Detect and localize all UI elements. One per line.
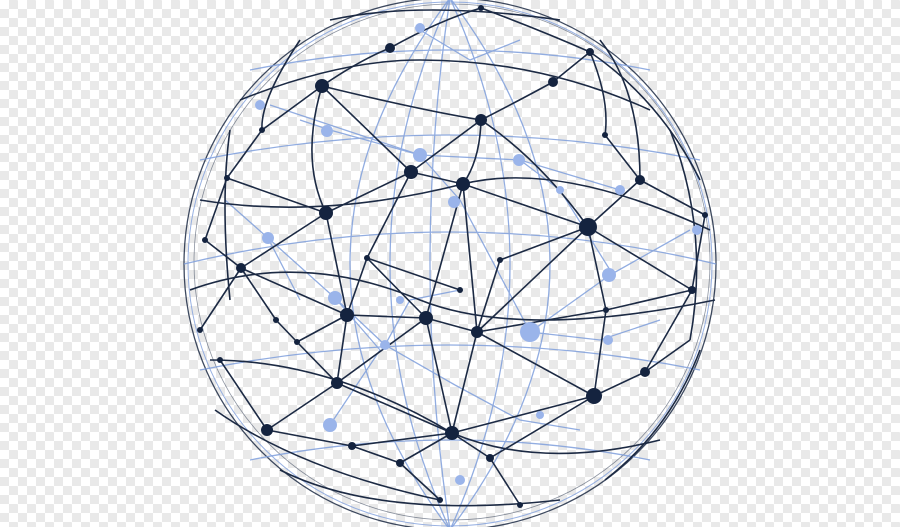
sphere-outline [184, 0, 716, 527]
front-nodes [197, 5, 708, 508]
